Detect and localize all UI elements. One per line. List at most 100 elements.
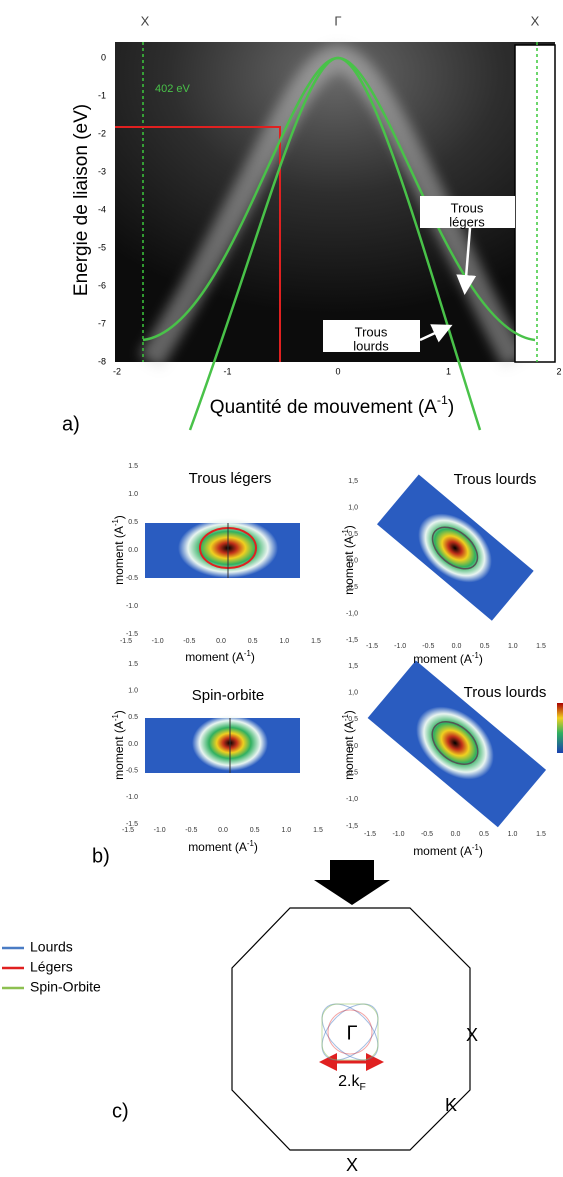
- x-axis-label-close: ): [479, 652, 483, 666]
- x-tick-label: -0.5: [421, 831, 433, 838]
- x-tick-label: -0.5: [183, 638, 195, 645]
- y-axis-label: Energie de liaison (eV): [71, 104, 92, 296]
- annotation: Trous: [355, 324, 388, 339]
- y-axis-label-sup: -1: [111, 714, 120, 721]
- plot-title: Spin-orbite: [192, 687, 265, 704]
- legend-label: Spin-Orbite: [30, 979, 101, 995]
- y-tick-label: -1.5: [126, 631, 138, 638]
- y-axis-label-close: ): [342, 710, 356, 714]
- y-axis-label-sup: -1: [341, 529, 350, 536]
- high-symmetry-label: Γ: [334, 13, 341, 28]
- x-tick-label: 0.0: [451, 831, 461, 838]
- annotation: lourds: [353, 338, 389, 353]
- heavy-contour: [321, 1003, 379, 1061]
- x-axis-label-sup: -1: [472, 843, 479, 852]
- heavy-contour: [321, 1003, 379, 1061]
- x-axis-label: moment (A-1): [185, 649, 255, 665]
- x-tick-label: -1: [223, 366, 231, 376]
- y-tick-label: -7: [98, 318, 106, 328]
- annotation: Trous: [451, 200, 484, 215]
- x-tick-label: -1.0: [394, 643, 406, 650]
- y-tick-label: 0,5: [348, 531, 358, 538]
- y-tick-label: -4: [98, 204, 106, 214]
- x-tick-label: 0.0: [218, 827, 228, 834]
- y-tick-label: -5: [98, 242, 106, 252]
- x-tick-label: -1.0: [154, 827, 166, 834]
- x-tick-label: 1.0: [508, 831, 518, 838]
- x-tick-label: 0.0: [216, 638, 226, 645]
- x-axis-label-text: moment (A: [185, 650, 244, 664]
- y-tick-label: -0.5: [126, 575, 138, 582]
- x-tick-label: 0: [335, 366, 340, 376]
- legend-label: Lourds: [30, 939, 73, 955]
- y-tick-label: -1,0: [346, 610, 358, 617]
- y-tick-label: -8: [98, 356, 106, 366]
- y-tick-label: 0.5: [128, 519, 138, 526]
- x-tick-label: -1.5: [120, 638, 132, 645]
- x-axis-label: Quantité de mouvement (A-1): [210, 393, 454, 418]
- spin-orbit-contour: [321, 1003, 379, 1061]
- x-tick-label: -1.5: [364, 831, 376, 838]
- y-tick-label: 1.0: [128, 491, 138, 498]
- y-tick-label: -2: [98, 128, 106, 138]
- y-tick-label: 0.5: [128, 714, 138, 721]
- x-axis-label-text: Quantité de mouvement (A: [210, 397, 437, 418]
- gamma-label: Γ: [346, 1022, 357, 1044]
- x-axis-label-close: ): [254, 840, 258, 854]
- plot-title: Trous lourds: [464, 684, 547, 701]
- fermi-contours: [321, 1003, 379, 1061]
- y-axis-label-close: ): [342, 525, 356, 529]
- panel-label: b): [92, 845, 110, 867]
- x-axis-label-text: moment (A: [413, 652, 472, 666]
- y-tick-label: -1,5: [346, 637, 358, 644]
- y-axis-label-sup: -1: [341, 714, 350, 721]
- x-axis-label-text: moment (A: [188, 840, 247, 854]
- plot-title: Trous lourds: [454, 471, 537, 488]
- y-axis-label-text: moment (A: [342, 536, 356, 595]
- y-axis-label: moment (A-1): [111, 515, 127, 585]
- x-axis-label-sup: -1: [247, 839, 254, 848]
- light-contour: [327, 1009, 373, 1055]
- y-axis-label: moment (A-1): [111, 710, 127, 780]
- y-axis-label-text: moment (A: [112, 721, 126, 780]
- x-tick-label: -0.5: [422, 643, 434, 650]
- y-tick-label: 1.5: [128, 463, 138, 470]
- high-symmetry-label: X: [141, 13, 150, 28]
- y-tick-label: -1,0: [346, 796, 358, 803]
- y-tick-label: 1,5: [348, 663, 358, 670]
- y-tick-label: -3: [98, 166, 106, 176]
- x-axis-label: moment (A-1): [413, 843, 483, 859]
- y-axis-label-sup: -1: [111, 519, 120, 526]
- y-tick-label: -1,5: [346, 823, 358, 830]
- x-tick-label: 1.5: [311, 638, 321, 645]
- panel-label: c): [112, 1100, 129, 1122]
- x-tick-label: 2: [556, 366, 561, 376]
- y-tick-label: -1: [98, 90, 106, 100]
- x-tick-label: 0.5: [248, 638, 258, 645]
- x-tick-label: 1.0: [508, 643, 518, 650]
- x-axis-label: moment (A-1): [188, 839, 258, 855]
- y-axis-label: moment (A-1): [341, 710, 357, 780]
- y-axis-label-text: moment (A: [112, 526, 126, 585]
- x-axis-label-sup: -1: [472, 651, 479, 660]
- x-tick-label: -1.5: [366, 643, 378, 650]
- x-axis-label-close: ): [448, 397, 454, 418]
- y-tick-label: 0.0: [128, 741, 138, 748]
- x-axis-label-close: ): [479, 844, 483, 858]
- x-point-label: X: [346, 1155, 358, 1175]
- panel-label: a): [62, 413, 80, 435]
- x-tick-label: -1.0: [152, 638, 164, 645]
- y-tick-label: -1.0: [126, 794, 138, 801]
- annotation: légers: [449, 214, 485, 229]
- fermi-width-label-sub: F: [359, 1082, 365, 1093]
- k-point-label: K: [445, 1095, 457, 1115]
- legend-label: Légers: [30, 959, 73, 975]
- y-tick-label: 0,5: [348, 716, 358, 723]
- arpes-image: [115, 42, 556, 431]
- y-tick-label: 1.5: [128, 661, 138, 668]
- x-tick-label: 1.5: [536, 643, 546, 650]
- x-tick-label: 1.0: [279, 638, 289, 645]
- x-point-label: X: [466, 1025, 478, 1045]
- y-tick-label: 1.0: [128, 688, 138, 695]
- y-tick-label: -0,5: [346, 584, 358, 591]
